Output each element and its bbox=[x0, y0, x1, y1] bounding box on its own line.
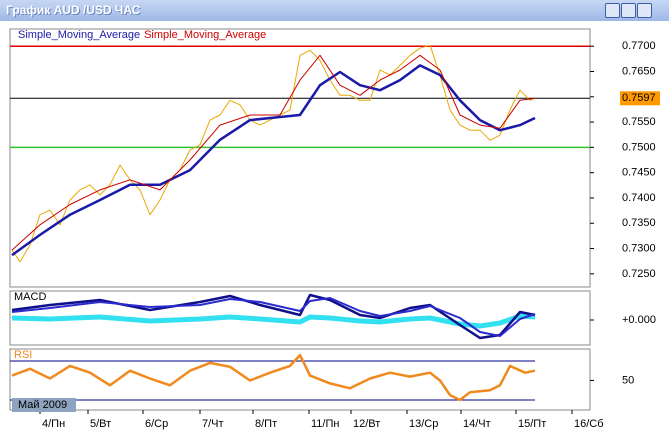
panel-legend: Simple_Moving_Average Simple_Moving_Avera… bbox=[18, 29, 266, 41]
panel-frame bbox=[9, 348, 591, 411]
background bbox=[0, 21, 669, 439]
legend-entry: Simple_Moving_Average bbox=[144, 29, 266, 41]
panel-legend: RSI bbox=[14, 349, 32, 361]
close-button[interactable] bbox=[637, 3, 652, 18]
last-price-label: 0.7597 bbox=[622, 92, 656, 104]
x-tick-label: 8/Пт bbox=[255, 418, 277, 430]
y-tick-label: 0.7350 bbox=[622, 217, 656, 229]
y-tick-label: 0.7550 bbox=[622, 116, 656, 128]
title-bar: График AUD /USD ЧАС bbox=[0, 0, 669, 21]
panel-title: RSI bbox=[14, 349, 32, 361]
y-tick-label: 0.7400 bbox=[622, 192, 656, 204]
series-line bbox=[11, 64, 536, 257]
x-tick-label: 4/Пн bbox=[42, 418, 65, 430]
panel-frame bbox=[9, 28, 591, 288]
panel-legend: MACD bbox=[14, 291, 46, 303]
y-tick-label: 50 bbox=[622, 374, 634, 386]
period-label: Май 2009 bbox=[18, 399, 67, 411]
y-tick-label: 0.7450 bbox=[622, 167, 656, 179]
x-tick-label: 14/Чт bbox=[463, 418, 491, 430]
window-title: График AUD /USD ЧАС bbox=[6, 3, 141, 17]
y-tick-label: 0.7300 bbox=[622, 242, 656, 254]
x-tick-label: 16/Сб bbox=[574, 418, 604, 430]
minimize-button[interactable] bbox=[605, 3, 620, 18]
series-line bbox=[11, 353, 536, 402]
y-tick-label: 0.7500 bbox=[622, 141, 656, 153]
x-tick-label: 13/Ср bbox=[409, 418, 438, 430]
y-tick-label: 0.7650 bbox=[622, 65, 656, 77]
restore-button[interactable] bbox=[621, 3, 636, 18]
x-tick-label: 12/Вт bbox=[353, 418, 380, 430]
period-box bbox=[12, 398, 76, 412]
y-tick-label: 0.7700 bbox=[622, 40, 656, 52]
x-tick-label: 15/Пт bbox=[518, 418, 546, 430]
last-price-box bbox=[620, 91, 660, 106]
y-tick-label: 0.7250 bbox=[622, 268, 656, 280]
x-tick-label: 11/Пн bbox=[311, 418, 339, 430]
series-line bbox=[11, 293, 536, 340]
x-tick-label: 7/Чт bbox=[202, 418, 224, 430]
legend-entry: Simple_Moving_Average bbox=[18, 29, 140, 41]
series-line bbox=[11, 297, 536, 337]
x-tick-label: 6/Ср bbox=[145, 418, 168, 430]
panel-frame bbox=[9, 290, 591, 346]
panel-title: MACD bbox=[14, 291, 46, 303]
series-line bbox=[11, 313, 536, 329]
series-line bbox=[11, 54, 536, 251]
chart: 0.77000.76500.76000.75500.75000.74500.74… bbox=[0, 21, 669, 439]
x-tick-label: 5/Вт bbox=[90, 418, 111, 430]
y-tick-label: +0.000 bbox=[622, 314, 656, 326]
